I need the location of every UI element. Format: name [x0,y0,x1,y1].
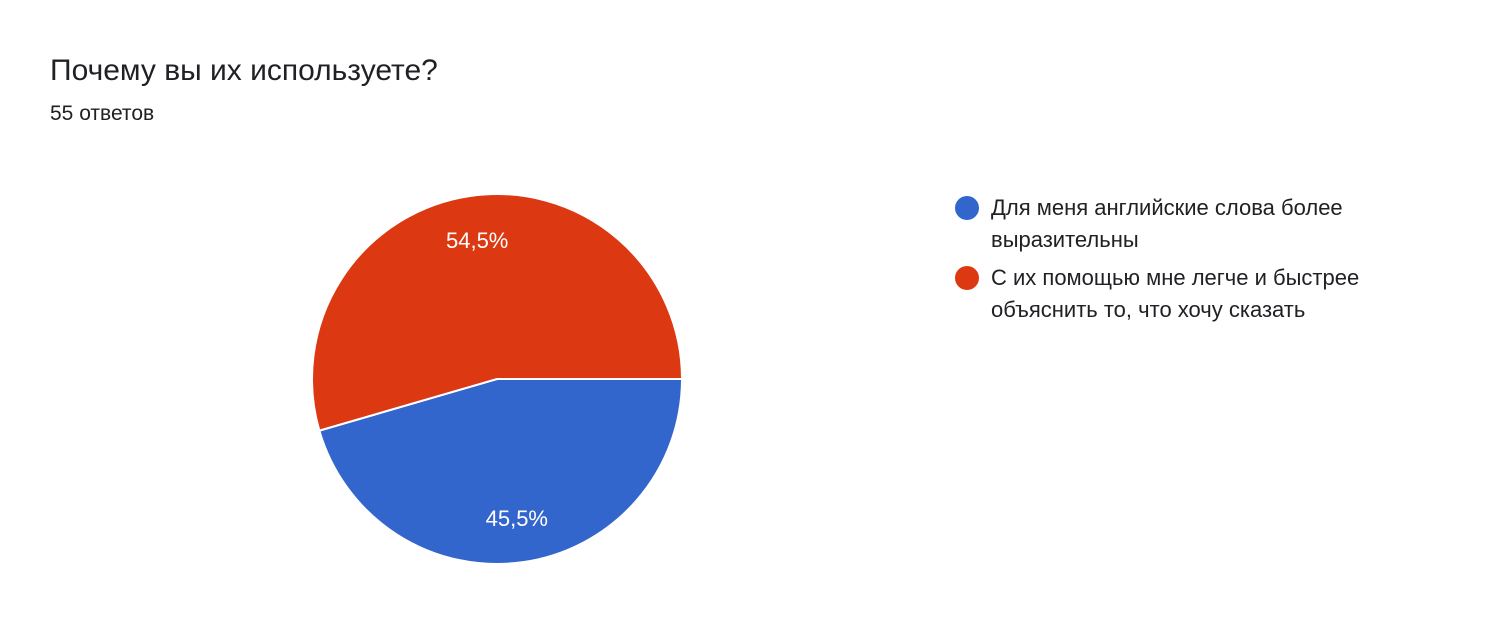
pie-chart: 45,5% 54,5% [311,193,684,565]
legend-marker-icon [955,266,979,290]
pie-slice-0[interactable] [318,378,684,565]
response-count: 55 ответов [50,102,155,125]
legend-item-0[interactable]: Для меня английские слова более выразите… [955,192,1395,256]
legend-marker-icon [955,196,979,220]
legend-item-1[interactable]: С их помощью мне легче и быстрее объясни… [955,262,1395,326]
legend-label: Для меня английские слова более выразите… [991,195,1343,252]
slice-label-0: 45,5% [486,506,548,531]
legend-label: С их помощью мне легче и быстрее объясни… [991,265,1360,322]
question-title: Почему вы их используете? [50,54,438,87]
legend: Для меня английские слова более выразите… [955,192,1395,332]
pie-slice-1[interactable] [311,193,684,432]
slice-label-1: 54,5% [446,228,508,253]
